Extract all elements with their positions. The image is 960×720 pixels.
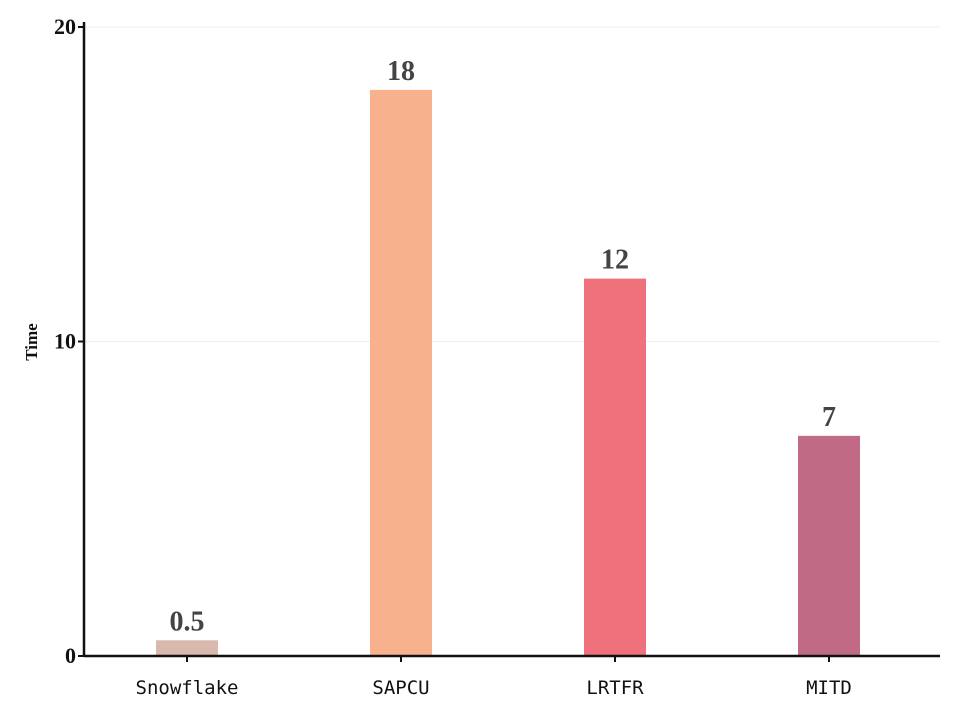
bar-value-labels: 0.5 18 12 7 [170, 56, 837, 637]
y-tick-label: 0 [65, 643, 76, 668]
y-axis-title: Time [22, 323, 41, 361]
bar-snowflake [156, 640, 218, 656]
bar-mitd [798, 435, 860, 656]
x-category-label: LRTFR [586, 677, 644, 699]
bar-value-label: 12 [601, 245, 629, 276]
bar-value-label: 0.5 [170, 606, 205, 637]
x-category-label: MITD [806, 677, 852, 699]
y-axis-ticks: 0 10 20 [54, 14, 84, 668]
x-category-label: Snowflake [136, 677, 239, 699]
y-tick-label: 20 [54, 14, 76, 39]
x-axis-categories: Snowflake SAPCU LRTFR MITD [136, 656, 852, 699]
y-tick-label: 10 [54, 329, 76, 354]
bar-lrtfr [584, 278, 646, 656]
bars [156, 89, 860, 656]
bar-value-label: 7 [822, 402, 836, 433]
bar-sapcu [370, 89, 432, 656]
x-category-label: SAPCU [372, 677, 429, 699]
bar-value-label: 18 [387, 56, 415, 87]
grid-lines [84, 26, 940, 342]
